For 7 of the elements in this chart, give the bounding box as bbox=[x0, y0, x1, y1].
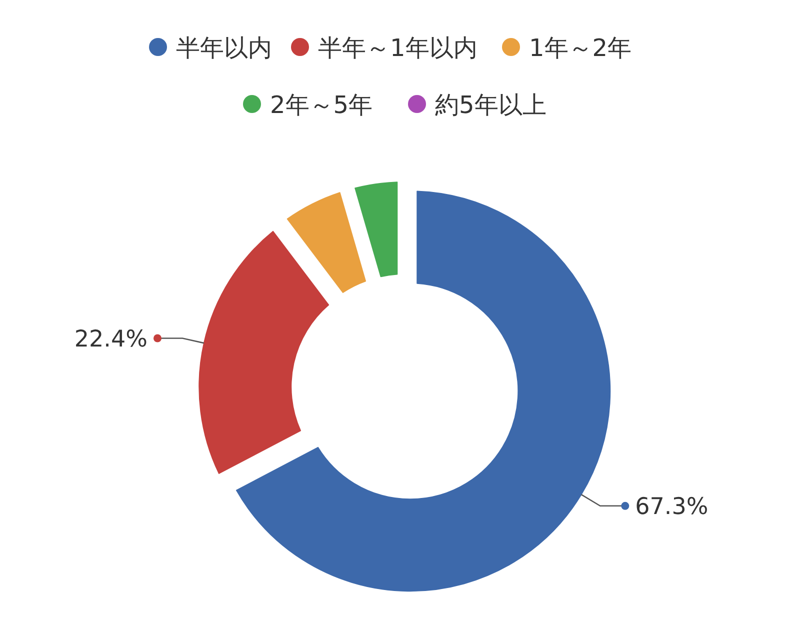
data-label: 22.4% bbox=[74, 326, 148, 352]
legend-label: 半年～1年以内 bbox=[318, 34, 478, 62]
legend-label: 1年～2年 bbox=[529, 34, 632, 62]
data-label: 67.3% bbox=[635, 494, 708, 520]
legend-label: 半年以内 bbox=[176, 34, 272, 62]
legend-label: 2年～5年 bbox=[270, 91, 373, 119]
legend-label: 約5年以上 bbox=[435, 91, 546, 119]
